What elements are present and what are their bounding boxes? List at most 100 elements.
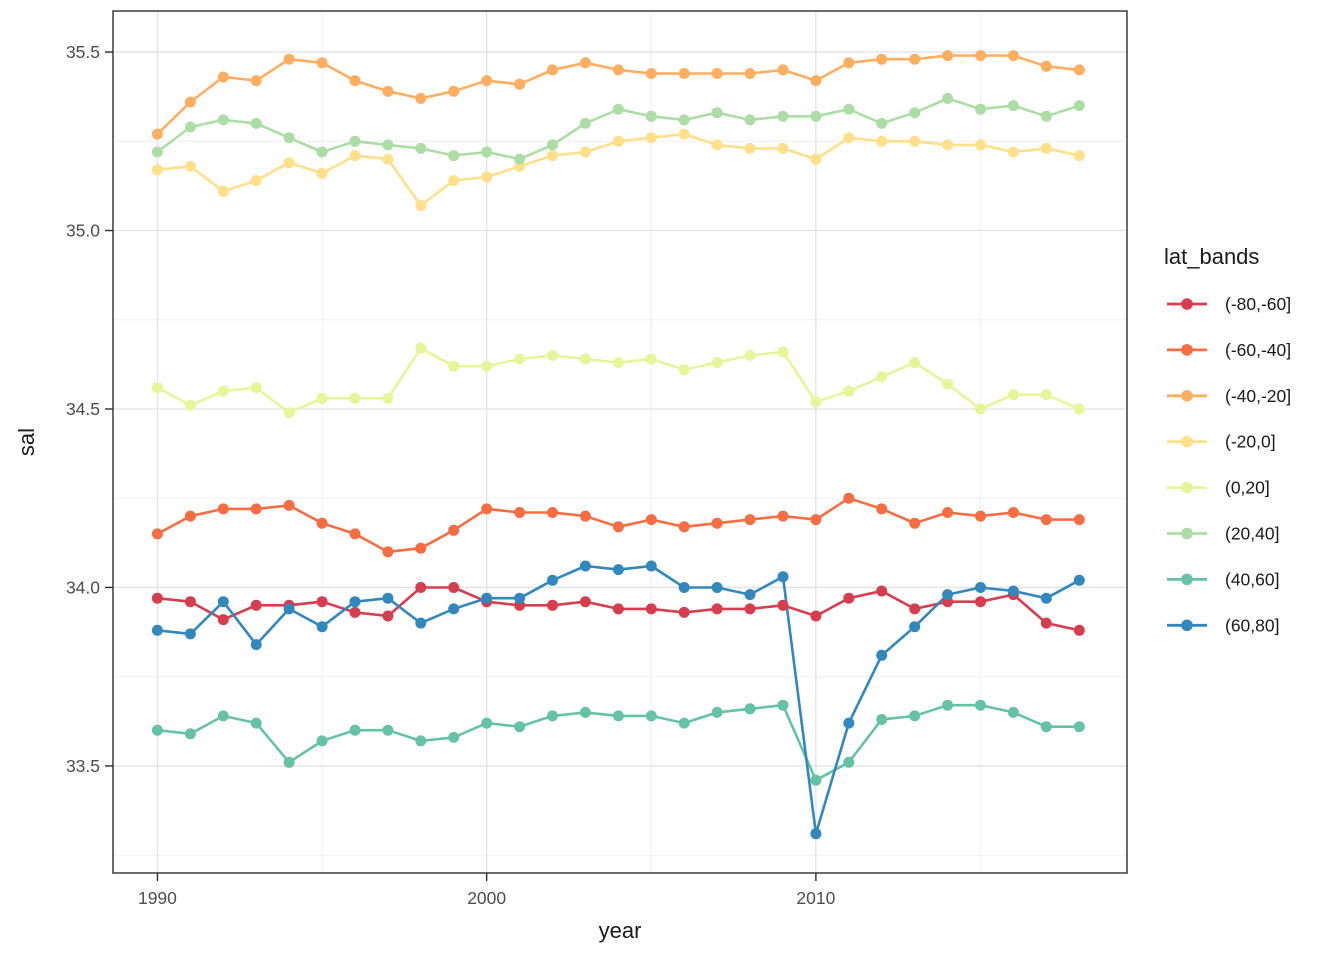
data-point-0 bbox=[448, 582, 460, 593]
data-point-4 bbox=[316, 392, 328, 404]
y-tick-label: 35.5 bbox=[66, 42, 100, 62]
data-point-5 bbox=[382, 139, 394, 151]
data-point-7 bbox=[612, 564, 624, 576]
data-point-6 bbox=[448, 731, 460, 743]
data-point-6 bbox=[975, 699, 986, 711]
legend-key-point-icon bbox=[1181, 481, 1193, 494]
data-point-2 bbox=[645, 68, 657, 79]
data-point-2 bbox=[184, 96, 196, 108]
data-point-3 bbox=[151, 164, 163, 176]
data-point-1 bbox=[184, 510, 196, 522]
legend-key-point-icon bbox=[1181, 298, 1193, 310]
data-point-5 bbox=[151, 146, 163, 158]
data-point-1 bbox=[843, 492, 855, 504]
data-point-5 bbox=[514, 153, 526, 165]
data-point-6 bbox=[415, 735, 427, 747]
data-point-2 bbox=[151, 128, 163, 140]
data-point-5 bbox=[942, 92, 954, 104]
x-tick-label: 2010 bbox=[796, 888, 835, 908]
data-point-1 bbox=[744, 514, 756, 526]
data-point-3 bbox=[612, 135, 624, 147]
data-point-0 bbox=[151, 592, 163, 604]
data-point-6 bbox=[547, 710, 558, 722]
data-point-7 bbox=[514, 592, 526, 604]
y-tick-label: 34.5 bbox=[66, 399, 100, 419]
legend: lat_bands (-80,-60] (-60,-40] (-40,-20] (-20… bbox=[1164, 244, 1291, 635]
data-point-3 bbox=[349, 150, 361, 162]
data-point-1 bbox=[876, 503, 888, 515]
data-point-3 bbox=[843, 132, 855, 144]
data-point-0 bbox=[909, 603, 921, 615]
data-point-2 bbox=[481, 75, 493, 87]
data-point-2 bbox=[975, 50, 986, 62]
data-point-6 bbox=[151, 724, 163, 736]
legend-item-3: (-20,0] bbox=[1167, 432, 1276, 452]
data-point-1 bbox=[382, 546, 394, 558]
data-point-4 bbox=[1040, 389, 1052, 401]
x-tick-label: 1990 bbox=[138, 888, 177, 908]
data-point-2 bbox=[579, 57, 591, 69]
data-point-0 bbox=[349, 606, 361, 618]
data-point-0 bbox=[678, 606, 690, 618]
data-point-1 bbox=[711, 517, 723, 529]
legend-item-label: (60,80] bbox=[1225, 615, 1279, 635]
data-point-7 bbox=[382, 592, 394, 604]
data-point-7 bbox=[151, 624, 163, 636]
data-point-0 bbox=[184, 596, 196, 608]
data-point-7 bbox=[579, 560, 591, 572]
data-point-0 bbox=[547, 599, 558, 611]
legend-key-point-icon bbox=[1181, 435, 1193, 448]
y-axis-title: sal bbox=[14, 428, 39, 456]
data-point-3 bbox=[547, 150, 558, 162]
data-point-1 bbox=[975, 510, 986, 522]
data-point-5 bbox=[184, 121, 196, 133]
data-point-4 bbox=[711, 357, 723, 369]
data-point-5 bbox=[612, 103, 624, 115]
legend-item-7: (60,80] bbox=[1167, 615, 1279, 635]
data-point-1 bbox=[678, 521, 690, 533]
data-point-5 bbox=[711, 107, 723, 119]
data-point-5 bbox=[810, 110, 822, 122]
data-point-4 bbox=[1007, 389, 1019, 401]
data-point-3 bbox=[250, 175, 262, 186]
data-point-6 bbox=[1007, 706, 1019, 718]
data-point-2 bbox=[909, 53, 921, 65]
data-point-0 bbox=[579, 596, 591, 608]
data-point-6 bbox=[942, 699, 954, 711]
data-point-6 bbox=[612, 710, 624, 722]
data-point-7 bbox=[316, 621, 328, 633]
legend-item-label: (-20,0] bbox=[1225, 432, 1276, 452]
data-point-4 bbox=[217, 385, 229, 397]
data-point-1 bbox=[909, 517, 921, 529]
data-point-4 bbox=[283, 407, 295, 419]
data-point-1 bbox=[1007, 507, 1019, 518]
data-point-4 bbox=[975, 403, 986, 415]
data-point-0 bbox=[316, 596, 328, 608]
y-tick-label: 33.5 bbox=[66, 756, 100, 776]
data-point-4 bbox=[481, 360, 493, 372]
data-point-4 bbox=[579, 353, 591, 365]
data-point-1 bbox=[547, 507, 558, 518]
data-point-1 bbox=[579, 510, 591, 522]
data-point-1 bbox=[514, 507, 526, 518]
data-point-7 bbox=[810, 828, 822, 840]
data-point-4 bbox=[250, 382, 262, 394]
data-point-7 bbox=[744, 589, 756, 601]
data-point-0 bbox=[744, 603, 756, 615]
legend-key-point-icon bbox=[1181, 573, 1193, 586]
axis-ticks bbox=[105, 51, 817, 881]
legend-item-label: (20,40] bbox=[1225, 524, 1279, 544]
data-point-4 bbox=[909, 357, 921, 369]
data-point-5 bbox=[777, 110, 789, 122]
data-point-4 bbox=[547, 349, 558, 361]
data-point-5 bbox=[547, 139, 558, 151]
legend-item-4: (0,20] bbox=[1167, 478, 1270, 498]
data-point-6 bbox=[316, 735, 328, 747]
data-point-7 bbox=[415, 617, 427, 629]
data-point-3 bbox=[448, 175, 460, 186]
data-point-3 bbox=[1073, 150, 1085, 162]
data-point-4 bbox=[1073, 403, 1085, 415]
data-point-3 bbox=[777, 142, 789, 154]
data-point-7 bbox=[1073, 574, 1085, 586]
